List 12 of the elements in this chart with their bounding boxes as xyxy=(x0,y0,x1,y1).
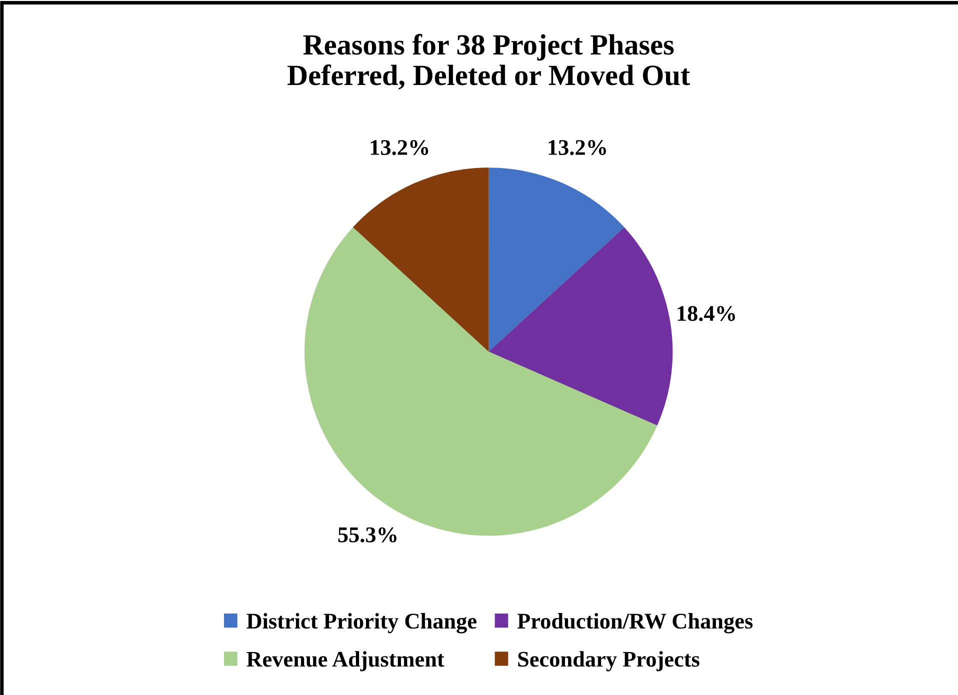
legend-label: District Priority Change xyxy=(246,613,476,634)
legend-label: Secondary Projects xyxy=(518,651,700,672)
pie-slice xyxy=(352,168,489,352)
legend-label: Production/RW Changes xyxy=(517,613,753,634)
legend-label: Revenue Adjustment xyxy=(246,651,444,672)
data-label: 18.4% xyxy=(678,306,735,322)
chart-title: Reasons for 38 Project Phases Deferred, Deleted or Moved Out xyxy=(288,34,690,90)
pie-slice xyxy=(488,168,624,352)
data-label: 13.2% xyxy=(370,140,428,156)
data-label: 55.3% xyxy=(338,527,396,542)
data-label: 13.2% xyxy=(548,140,606,156)
pie-slice xyxy=(488,227,673,426)
